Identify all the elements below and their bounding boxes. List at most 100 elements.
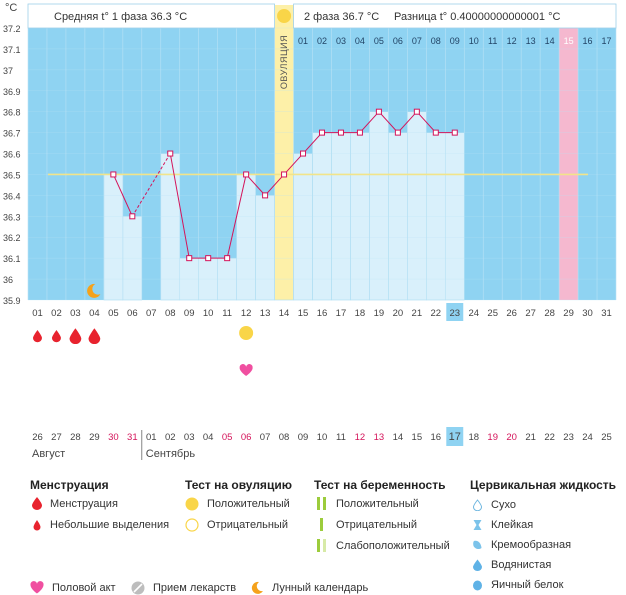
top-day-number: 07	[412, 36, 422, 46]
legend-item-menstruation: Менструация	[32, 497, 118, 510]
y-tick-label: 36.2	[3, 233, 21, 243]
top-day-number: 02	[317, 36, 327, 46]
calendar-date-label: 13	[374, 432, 385, 443]
calendar-date-label: 19	[487, 432, 498, 443]
phase2-average-label: 2 фаза 36.7 °C	[304, 11, 379, 23]
cycle-day-label: 21	[412, 308, 423, 319]
top-day-number: 12	[507, 36, 517, 46]
top-day-number: 17	[602, 36, 612, 46]
temperature-point	[224, 255, 231, 262]
legend-label: Лунный календарь	[272, 582, 369, 594]
temperature-line	[169, 110, 455, 259]
calendar-date-label: 08	[279, 432, 290, 443]
calendar-date-label: 31	[127, 432, 138, 443]
y-tick-label: 37.2	[3, 24, 21, 34]
top-day-number: 15	[564, 36, 574, 46]
legend-label: Небольшие выделения	[50, 518, 170, 531]
top-day-number: 10	[469, 36, 479, 46]
calendar-date-label: 21	[525, 432, 536, 443]
highlight-day-band	[559, 28, 579, 300]
calendar-date-label: 11	[336, 432, 346, 443]
calendar-date-label: 16	[431, 432, 442, 443]
cycle-day-label: 22	[431, 308, 442, 319]
ovulation-negative-icon	[185, 518, 199, 532]
legend-cervical-fluid: Цервикальная жидкость Сухо Клейкая Кремо…	[470, 478, 620, 593]
top-day-number: 06	[393, 36, 403, 46]
top-day-number: 13	[526, 36, 536, 46]
y-tick-label: 36.9	[3, 87, 21, 97]
dry-icon	[472, 499, 483, 511]
legend-label: Кремообразная	[491, 539, 572, 551]
legend-ovulation-test: Тест на овуляцию Положительный Отрицател…	[185, 478, 315, 548]
legend-label: Отрицательный	[207, 519, 288, 531]
legend-item-ovulation-negative: Отрицательный	[185, 518, 288, 532]
month-label: Сентябрь	[146, 448, 196, 460]
y-tick-label: 36.1	[3, 254, 21, 264]
cycle-day-label: 27	[525, 308, 536, 319]
legend-menstruation: Менструация Менструация Небольшие выделе…	[30, 478, 180, 548]
temperature-chart: Средняя t° 1 фаза 36.3 °C 2 фаза 36.7 °C Р…	[3, 2, 617, 460]
calendar-date-label: 24	[582, 432, 593, 443]
calendar-date-label: 15	[412, 432, 423, 443]
phase1-header-box	[27, 3, 275, 29]
calendar-date-label: 26	[32, 432, 43, 443]
creamy-icon	[473, 540, 482, 550]
legend-ovulation-test-title: Тест на овуляцию	[185, 478, 292, 492]
heart-icon	[239, 364, 253, 376]
cycle-day-label: 30	[582, 308, 593, 319]
moon-icon	[251, 581, 263, 594]
blood-drop-icon	[32, 330, 42, 343]
calendar-date-label: 17	[449, 431, 461, 443]
calendar-date-label: 18	[468, 432, 479, 443]
symbols-layer	[32, 326, 254, 376]
legend-item-medication: Прием лекарств	[131, 581, 236, 595]
temperature-point	[262, 192, 269, 199]
cycle-day-label: 01	[32, 308, 43, 319]
calendar-date-label: 25	[601, 432, 612, 443]
top-day-number: 11	[488, 36, 497, 46]
calendar-date-label: 07	[260, 432, 271, 443]
cycle-day-label: 31	[601, 308, 612, 319]
top-day-number: 09	[450, 36, 460, 46]
legend-item-spotting: Небольшие выделения	[32, 518, 169, 531]
month-label: Август	[32, 448, 65, 460]
header-bar: Средняя t° 1 фаза 36.3 °C 2 фаза 36.7 °C Р…	[5, 2, 617, 89]
temperature-point	[281, 171, 288, 178]
temperature-point	[451, 129, 458, 136]
cycle-day-label: 03	[70, 308, 81, 319]
cycle-day-label: 12	[241, 308, 252, 319]
legend-item-sticky: Клейкая	[472, 519, 533, 531]
calendar-date-label: 28	[70, 432, 81, 443]
cycle-day-label: 28	[544, 308, 555, 319]
legend-item-moon: Лунный календарь	[250, 581, 368, 595]
temperature-point	[205, 255, 212, 262]
temperature-point	[110, 171, 117, 178]
legend-item-eggwhite: Яичный белок	[472, 579, 563, 591]
cycle-day-label: 24	[468, 308, 479, 319]
calendar-date-label: 05	[222, 432, 233, 443]
temperature-point	[356, 129, 363, 136]
cycle-day-label: 25	[487, 308, 498, 319]
top-day-number: 14	[545, 36, 555, 46]
legend-item-pregnancy-positive: Положительный	[316, 497, 419, 510]
temperature-point	[167, 150, 174, 157]
y-tick-label: 36.8	[3, 108, 21, 118]
temperature-point	[300, 150, 307, 157]
legend-label: Сухо	[491, 499, 516, 511]
legend-item-dry: Сухо	[472, 499, 516, 511]
temperature-point	[394, 129, 401, 136]
temperature-point	[432, 129, 439, 136]
unit-label: °C	[5, 2, 17, 14]
legend-item-pregnancy-negative: Отрицательный	[316, 518, 417, 531]
today-day-highlight	[446, 303, 464, 321]
legend-label: Положительный	[336, 497, 419, 510]
y-tick-label: 37.1	[3, 45, 21, 55]
cycle-day-label: 04	[89, 308, 100, 319]
legend-cervical-title: Цервикальная жидкость	[470, 478, 617, 492]
temperature-point	[319, 129, 325, 136]
cycle-day-label: 11	[222, 308, 232, 319]
legend-label: Половой акт	[52, 581, 116, 594]
ovulation-test-positive-icon	[239, 326, 254, 340]
calendar-date-label: 23	[563, 432, 574, 443]
